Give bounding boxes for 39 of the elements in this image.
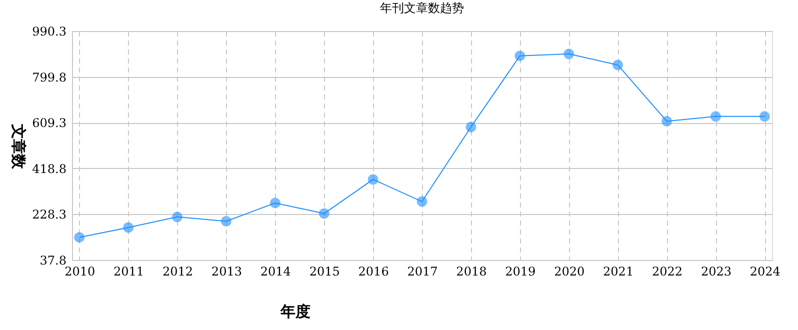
x-tick-label: 2023: [700, 264, 732, 278]
x-tick-label: 2016: [358, 264, 389, 278]
x-tick-label: 2020: [554, 264, 585, 278]
x-tick-label: 2019: [505, 264, 536, 278]
point: [123, 222, 134, 233]
point: [416, 196, 428, 207]
point: [514, 50, 526, 62]
x-tick-label: 2015: [309, 264, 340, 278]
x-tick-label: 2024: [750, 264, 781, 278]
y-axis-title: 文章数: [10, 123, 28, 170]
x-tick-label: 2010: [64, 264, 96, 278]
point: [74, 232, 85, 243]
y-tick-label: 799.8: [32, 70, 66, 84]
chart-title: 年刊文章数趋势: [380, 1, 464, 15]
x-tick-label: 2012: [162, 264, 194, 278]
point: [368, 174, 378, 185]
point: [710, 111, 721, 122]
x-tick-label: 2013: [211, 264, 242, 278]
point: [466, 122, 476, 132]
x-tick-label: 2018: [456, 264, 487, 278]
x-tick-label: 2022: [652, 264, 683, 278]
x-tick-label: 2017: [407, 264, 438, 278]
x-tick-label: 2014: [260, 264, 292, 278]
x-axis-title: 年度: [280, 302, 310, 320]
point: [220, 216, 232, 226]
point: [318, 208, 330, 219]
y-tick-label: 990.3: [32, 24, 66, 38]
x-tick-label: 2011: [114, 264, 144, 278]
x-tick-label: 2021: [603, 264, 634, 278]
y-tick-label: 609.3: [32, 116, 66, 130]
y-tick-label: 418.8: [32, 162, 66, 176]
y-tick-label: 37.8: [40, 254, 66, 268]
point: [612, 60, 624, 70]
point: [662, 116, 672, 126]
point: [172, 212, 182, 222]
y-tick-label: 228.3: [32, 208, 66, 222]
point: [270, 198, 280, 208]
point: [759, 111, 770, 122]
point: [564, 48, 574, 60]
